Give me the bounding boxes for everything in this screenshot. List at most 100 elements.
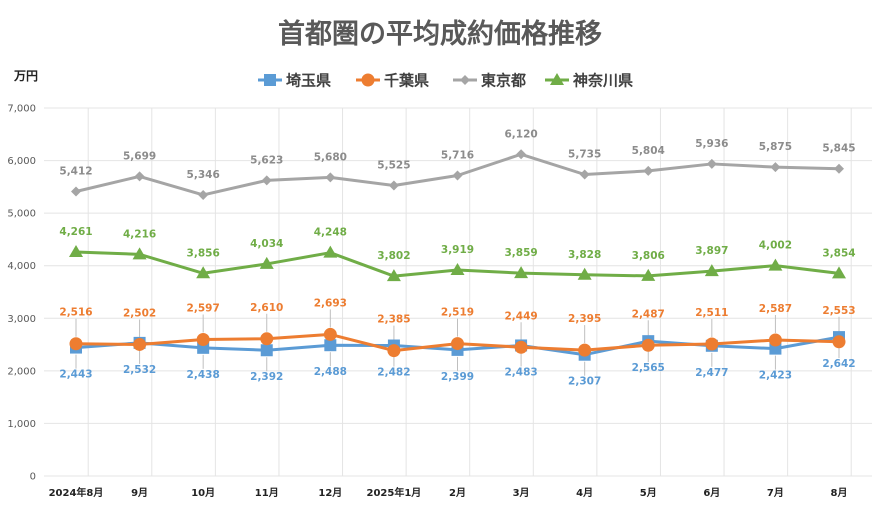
data-label: 5,936 [695,138,728,150]
data-label: 2,399 [441,371,474,383]
data-label: 2,392 [250,371,283,383]
data-label: 5,623 [250,154,283,166]
x-tick-label: 10月 [191,487,215,499]
diamond-marker [516,149,527,160]
y-axis-unit-label: 万円 [13,69,38,83]
data-label: 2,488 [314,366,347,378]
y-tick-label: 6,000 [7,156,36,167]
y-tick-label: 7,000 [7,104,36,115]
legend-label: 千葉県 [384,72,429,90]
data-label: 6,120 [504,128,537,140]
triangle-marker [768,258,783,271]
data-label: 4,216 [123,228,156,240]
x-tick-label: 11月 [255,487,279,499]
circle-marker [641,338,655,352]
data-label: 5,716 [441,150,474,162]
data-label: 5,804 [632,145,665,157]
data-label: 3,806 [632,250,665,262]
legend-item-2: 東京都 [453,72,526,90]
data-label: 5,845 [822,143,855,155]
square-marker [324,339,337,352]
diamond-marker [134,171,145,182]
legend-label: 埼玉県 [286,72,331,90]
data-label: 3,828 [568,249,601,261]
x-tick-label: 8月 [831,487,848,499]
data-label: 4,034 [250,238,283,250]
y-tick-label: 2,000 [7,366,36,377]
x-tick-label: 6月 [703,487,720,499]
circle-marker [387,344,401,358]
series-group [69,149,846,361]
data-label: 2,477 [695,367,728,379]
circle-marker [69,337,83,351]
legend: 埼玉県 千葉県 東京都 神奈川県 [258,72,633,90]
data-label: 3,897 [695,245,728,257]
data-label: 2,449 [504,310,537,322]
data-label: 2,553 [822,305,855,317]
data-label: 3,859 [504,247,537,259]
square-marker [264,74,276,86]
data-label: 4,261 [59,226,92,238]
data-label: 5,735 [568,149,601,161]
data-label: 2,482 [377,367,410,379]
diamond-marker [706,158,717,169]
triangle-marker [69,244,83,257]
circle-marker [832,335,846,349]
y-tick-label: 3,000 [7,314,36,325]
data-label: 3,854 [822,247,855,259]
x-tick-label: 2025年1月 [367,486,422,499]
circle-marker [451,337,464,351]
data-label: 3,919 [441,244,474,256]
data-label: 2,502 [123,307,156,319]
triangle-marker [550,73,564,85]
label-leader-lines [75,309,840,376]
x-tick-label: 3月 [513,487,530,499]
data-label: 2,438 [187,369,220,381]
x-tick-label: 2月 [449,487,466,499]
data-label: 2,532 [123,364,156,376]
data-label: 3,856 [187,247,220,259]
series-2 [71,149,844,200]
diamond-marker [261,175,272,186]
triangle-marker [386,269,401,282]
x-tick-label: 4月 [576,487,593,499]
circle-marker [578,343,592,357]
chart-title: 首都圏の平均成約価格推移 [278,18,602,50]
data-label: 2,511 [695,307,728,319]
x-tick-label: 12月 [318,487,342,499]
legend-label: 東京都 [481,72,526,90]
data-label: 5,525 [377,160,410,172]
x-tick-label: 9月 [131,487,148,499]
y-tick-label: 5,000 [7,209,36,220]
circle-marker [705,337,719,351]
data-label: 2,519 [441,307,474,319]
diamond-marker [71,186,81,197]
y-tick-label: 1,000 [7,419,36,430]
y-axis-ticks: 0 1,000 2,000 3,000 4,000 5,000 6,000 7,000 [7,104,36,483]
data-label: 5,875 [759,141,792,153]
legend-label: 神奈川県 [573,72,633,90]
triangle-marker [577,267,592,280]
diamond-marker [643,165,654,176]
triangle-marker [641,268,656,281]
x-axis-ticks: 2024年8月 9月 10月 11月 12月 2025年1月 2月 3月 4月 5月 6月 7月 8月 [49,486,848,499]
legend-item-0: 埼玉県 [258,72,331,90]
diamond-marker [198,189,209,200]
data-label: 2,307 [568,376,601,388]
data-label: 4,002 [759,240,792,252]
data-label: 4,248 [314,227,347,239]
diamond-marker [834,163,844,174]
triangle-marker [323,245,338,258]
triangle-marker [196,266,211,279]
triangle-marker [832,266,846,279]
triangle-marker [704,264,719,277]
x-tick-label: 5月 [640,487,657,499]
diamond-marker [388,180,399,191]
data-label: 2,565 [632,362,665,374]
data-label: 2,597 [187,302,220,314]
triangle-marker [514,266,529,279]
square-marker [260,344,273,357]
y-tick-label: 0 [30,472,36,483]
